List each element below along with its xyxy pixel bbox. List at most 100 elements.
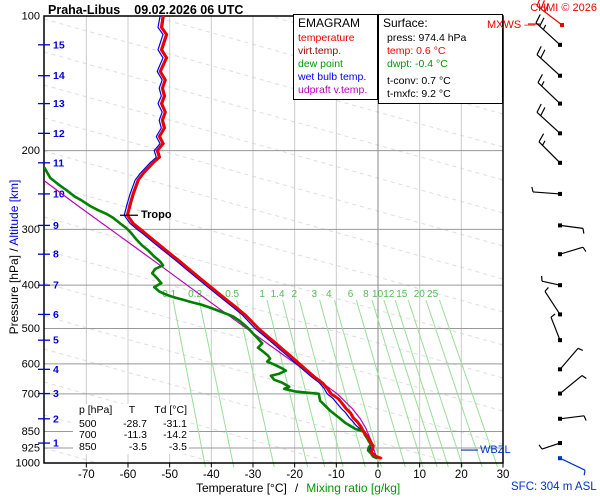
wind-barb [538, 441, 562, 450]
surface-box-title: Surface: [383, 16, 428, 30]
x-tick-label: -40 [203, 469, 220, 481]
table-cell: -28.7 [123, 417, 147, 430]
mixing-ratio-label: 1.4 [271, 289, 285, 300]
mixing-ratio-label: 15 [396, 289, 408, 300]
station-name: Praha-Libus [48, 3, 121, 17]
mixing-ratio-label: 1 [259, 289, 265, 300]
x-tick-label: -10 [328, 469, 345, 481]
table-cell: 850 [79, 440, 97, 453]
wind-barb [558, 375, 587, 396]
table-header: p [hPa] T Td [°C] [75, 404, 187, 417]
surface-value-line: press: 974.4 hPa [387, 32, 467, 44]
page-title: Praha-Libus 09.02.2026 06 UTC [48, 3, 243, 17]
x-tick-label: 10 [413, 469, 426, 481]
x-tick-label: -30 [245, 469, 262, 481]
mixing-ratio-label: 6 [348, 289, 354, 300]
table-cell: -3.5 [168, 440, 187, 453]
wind-barb [537, 74, 562, 106]
altitude-tick-label: 6 [53, 309, 59, 321]
x-axis-title: Temperature [°C] / Mixing ratio [g/kg] [196, 481, 400, 495]
copyright-label: CHMI © 2026 [530, 2, 597, 14]
surface-value-line: temp: 0.6 °C [387, 45, 446, 57]
mixing-ratio-label: 0.2 [188, 289, 202, 300]
altitude-tick-label: 3 [53, 388, 59, 400]
pressure-tick-label: 600 [22, 358, 40, 370]
temperature-curve [125, 16, 382, 460]
wind-barb [536, 0, 564, 27]
altitude-tick-label: 15 [53, 39, 65, 51]
wet-bulb-curve [123, 16, 379, 459]
x-tick-label: 0 [375, 469, 381, 481]
x-axis-mixing-title: Mixing ratio [g/kg] [306, 481, 401, 495]
pressure-tick-label: 700 [22, 388, 40, 400]
altitude-tick-label: 2 [53, 413, 59, 425]
mixing-ratio-label: 8 [363, 289, 369, 300]
altitude-tick-label: 11 [53, 157, 64, 169]
x-axis-ticks: -70 -60 -50 -40 -30 -20 -10 0 10 20 30 [78, 463, 509, 481]
x-tick-label: -50 [161, 469, 178, 481]
altitude-tick-label: 13 [53, 98, 65, 110]
wind-barb [531, 186, 562, 196]
legend-item: temperature [298, 32, 355, 44]
wind-barb-column [531, 0, 587, 476]
altitude-tick-label: 4 [53, 364, 59, 376]
pressure-tick-label: 100 [22, 11, 40, 23]
y-axis-title: Pressure [hPa] / Altitude [km] [7, 147, 21, 367]
mixing-ratio-label: 0.5 [225, 289, 239, 300]
pressure-tick-label: 925 [22, 442, 40, 454]
x-tick-label: 30 [497, 469, 510, 481]
table-cell: 500 [79, 417, 97, 430]
y-axis-title-separator: / [7, 245, 21, 255]
wet-bulb-zero-label: WBZL [480, 444, 511, 456]
legend-item: wet bulb temp. [298, 71, 367, 83]
table-cell: 700 [79, 429, 97, 441]
legend-item: udpraft v.temp. [298, 84, 368, 96]
pressure-tick-label: 850 [22, 426, 40, 438]
mixing-ratio-label: 4 [326, 289, 332, 300]
mixing-ratio-label: 12 [383, 289, 395, 300]
altitude-tick-label: 10 [53, 188, 65, 200]
altitude-tick-label: 7 [53, 280, 59, 292]
table-cell: -14.2 [163, 429, 187, 441]
table-cell: -31.1 [163, 417, 187, 430]
sounding-datetime: 09.02.2026 06 UTC [134, 3, 244, 17]
pressure-tick-label: 300 [22, 224, 40, 236]
surface-box: Surface: press: 974.4 hPa temp: 0.6 °C dwp… [378, 14, 503, 104]
wind-barb [544, 287, 562, 317]
x-tick-label: -70 [78, 469, 95, 481]
legend-items: temperature virt.temp. dew point wet bulb t… [298, 32, 373, 97]
wind-barb [558, 415, 587, 421]
altitude-tick-label: 5 [53, 335, 59, 347]
legend-box: EMAGRAM temperature virt.temp. dew point we… [293, 14, 378, 100]
y-axis-pressure-title: Pressure [hPa] [7, 255, 21, 335]
table-cell: -3.5 [128, 440, 147, 453]
legend-title: EMAGRAM [298, 16, 361, 30]
altitude-tick-label: 1 [53, 438, 59, 450]
altitude-tick-label: 8 [53, 249, 59, 261]
pressure-tick-label: 500 [22, 323, 40, 335]
levels-table: p [hPa] T Td [°C] 500 -28.7 -31.1 700 -11.3 -14.… [73, 404, 189, 454]
wind-barb [558, 246, 587, 257]
wind-barb [536, 103, 562, 136]
wind-barb [535, 14, 562, 47]
wind-barb [550, 313, 562, 343]
surface-value-line: t-mxfc: 9.2 °C [387, 88, 451, 100]
table-row: 500 -28.7 -31.1 [75, 417, 187, 431]
sounding-curves [44, 16, 383, 460]
mixing-ratio-label: 20 [414, 289, 426, 300]
table-header-cell: p [hPa] [79, 404, 113, 416]
wind-barb [538, 133, 562, 165]
mixing-ratio-label: 3 [311, 289, 317, 300]
max-wind-label: MXWS — [487, 19, 536, 31]
table-cell: -11.3 [123, 429, 147, 441]
altitude-tick-label: 12 [53, 128, 65, 140]
mixing-ratio-label: 25 [427, 289, 439, 300]
surface-value-line: t-conv: 0.7 °C [387, 75, 451, 87]
pressure-tick-label: 400 [22, 280, 40, 292]
wind-barb [558, 456, 586, 476]
wind-barb [536, 46, 562, 78]
plot-border [43, 15, 504, 464]
pressure-tick-label: 1000 [16, 458, 40, 470]
x-axis-title-separator: / [294, 481, 299, 495]
